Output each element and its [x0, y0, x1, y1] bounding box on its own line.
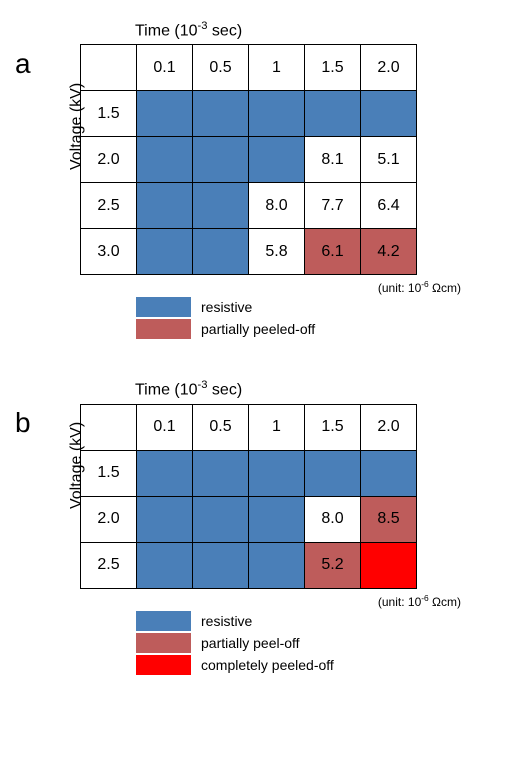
panel-b: b Time (10-3 sec) Voltage (kV) 0.10.511.… — [20, 379, 489, 674]
legend-row: partially peeled-off — [136, 319, 489, 339]
grid-cell — [137, 183, 193, 229]
grid-cell — [305, 450, 361, 496]
row-header: 3.0 — [81, 229, 137, 275]
x-axis-title-b: Time (10-3 sec) — [135, 379, 489, 399]
grid-cell — [137, 229, 193, 275]
grid-cell — [361, 91, 417, 137]
grid-cell — [193, 229, 249, 275]
legend-swatch — [136, 611, 191, 631]
grid-cell — [249, 137, 305, 183]
panel-letter-b: b — [15, 407, 31, 439]
grid-cell: 5.1 — [361, 137, 417, 183]
legend-row: completely peeled-off — [136, 655, 489, 675]
row-header: 2.0 — [81, 496, 137, 542]
col-header: 1 — [249, 45, 305, 91]
col-header: 0.1 — [137, 45, 193, 91]
col-header: 2.0 — [361, 404, 417, 450]
grid-cell: 8.5 — [361, 496, 417, 542]
grid-cell — [361, 542, 417, 588]
grid-cell: 8.0 — [249, 183, 305, 229]
grid-b: 0.10.511.52.01.52.08.08.52.55.2 — [80, 404, 417, 589]
row-header: 2.5 — [81, 542, 137, 588]
row-header: 2.5 — [81, 183, 137, 229]
legend-label: partially peeled-off — [201, 321, 315, 337]
panel-a: a Time (10-3 sec) Voltage (kV) 0.10.511.… — [20, 20, 489, 339]
grid-cell: 5.2 — [305, 542, 361, 588]
grid-cell — [249, 450, 305, 496]
col-header: 2.0 — [361, 45, 417, 91]
grid-cell: 5.8 — [249, 229, 305, 275]
grid-cell — [249, 496, 305, 542]
legend-label: completely peeled-off — [201, 657, 334, 673]
legend-label: partially peel-off — [201, 635, 300, 651]
grid-cell — [193, 542, 249, 588]
unit-note-a: (unit: 10-6 Ωcm) — [20, 279, 461, 295]
grid-cell — [193, 91, 249, 137]
header-blank — [81, 45, 137, 91]
x-axis-title-a: Time (10-3 sec) — [135, 20, 489, 40]
y-axis-title-b: Voltage (kV) — [68, 422, 86, 509]
grid-a: 0.10.511.52.01.52.08.15.12.58.07.76.43.0… — [80, 44, 417, 275]
grid-cell — [249, 91, 305, 137]
legend-row: partially peel-off — [136, 633, 489, 653]
grid-cell: 8.0 — [305, 496, 361, 542]
grid-cell: 7.7 — [305, 183, 361, 229]
row-header: 1.5 — [81, 450, 137, 496]
grid-cell: 4.2 — [361, 229, 417, 275]
col-header: 1 — [249, 404, 305, 450]
grid-cell — [193, 496, 249, 542]
col-header: 0.5 — [193, 45, 249, 91]
grid-cell — [137, 137, 193, 183]
header-blank — [81, 404, 137, 450]
legend-row: resistive — [136, 611, 489, 631]
grid-cell — [193, 183, 249, 229]
grid-cell: 8.1 — [305, 137, 361, 183]
legend-swatch — [136, 297, 191, 317]
col-header: 0.5 — [193, 404, 249, 450]
legend-row: resistive — [136, 297, 489, 317]
legend-a: resistive partially peeled-off — [136, 297, 489, 339]
grid-cell: 6.4 — [361, 183, 417, 229]
col-header: 1.5 — [305, 45, 361, 91]
grid-cell — [361, 450, 417, 496]
legend-swatch — [136, 319, 191, 339]
grid-cell: 6.1 — [305, 229, 361, 275]
legend-b: resistive partially peel-off completely pe… — [136, 611, 489, 675]
col-header: 1.5 — [305, 404, 361, 450]
unit-note-b: (unit: 10-6 Ωcm) — [20, 593, 461, 609]
legend-label: resistive — [201, 299, 252, 315]
legend-swatch — [136, 633, 191, 653]
grid-cell — [305, 91, 361, 137]
grid-cell — [137, 542, 193, 588]
row-header: 1.5 — [81, 91, 137, 137]
y-axis-title-a: Voltage (kV) — [68, 83, 86, 170]
grid-cell — [249, 542, 305, 588]
grid-cell — [137, 450, 193, 496]
grid-cell — [137, 496, 193, 542]
col-header: 0.1 — [137, 404, 193, 450]
grid-cell — [137, 91, 193, 137]
row-header: 2.0 — [81, 137, 137, 183]
legend-label: resistive — [201, 613, 252, 629]
legend-swatch — [136, 655, 191, 675]
grid-cell — [193, 450, 249, 496]
panel-letter-a: a — [15, 48, 31, 80]
grid-cell — [193, 137, 249, 183]
